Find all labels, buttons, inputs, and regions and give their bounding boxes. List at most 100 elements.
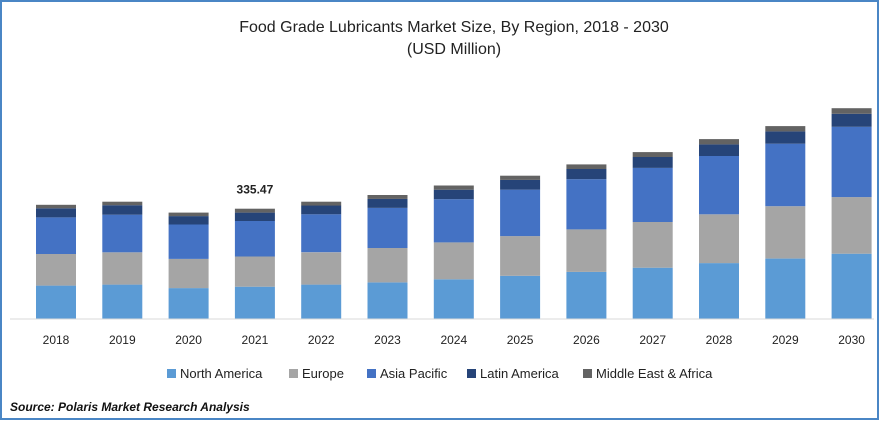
bar-segment-2022-middle-east-africa (301, 201, 342, 206)
bar-segment-2024-middle-east-africa (433, 185, 474, 190)
bar-segment-2030-europe (831, 197, 872, 254)
bar-segment-2028-latin-america (699, 144, 739, 156)
bar-segment-2022-asia-pacific (301, 214, 342, 253)
bar-segment-2023-middle-east-africa (367, 195, 408, 199)
bar-segment-2020-latin-america (168, 216, 209, 225)
bar-segment-2025-europe (500, 236, 541, 276)
legend-item-north-america: North America (167, 366, 263, 381)
bar-segment-2028-europe (699, 214, 739, 264)
bar-segment-2021-latin-america (234, 212, 275, 221)
x-tick-label-2024: 2024 (440, 333, 467, 347)
bar-segment-2022-latin-america (301, 205, 342, 215)
bar-segment-2027-north-america (632, 267, 673, 319)
legend-item-middle-east-africa: Middle East & Africa (583, 366, 713, 381)
bar-segment-2020-middle-east-africa (168, 212, 209, 217)
bar-segment-2020-europe (168, 258, 209, 289)
legend: North America Europe Asia Pacific Latin Ame… (167, 366, 713, 381)
legend-label: Europe (302, 366, 344, 381)
x-tick-label-2027: 2027 (639, 333, 666, 347)
data-labels: 335.47 (237, 183, 274, 197)
bar-segment-2024-asia-pacific (433, 199, 474, 243)
bar-segment-2018-europe (36, 254, 76, 286)
legend-item-asia-pacific: Asia Pacific (367, 366, 448, 381)
bar-segment-2018-asia-pacific (36, 217, 76, 254)
bar-segment-2028-asia-pacific (699, 156, 739, 215)
data-label-2021: 335.47 (237, 183, 274, 197)
bar-segment-2029-latin-america (765, 131, 806, 144)
bar-segment-2019-middle-east-africa (102, 201, 143, 206)
x-tick-label-2025: 2025 (507, 333, 534, 347)
bar-segment-2027-latin-america (632, 157, 673, 168)
bar-segment-2028-middle-east-africa (699, 139, 739, 145)
x-tick-label-2026: 2026 (573, 333, 600, 347)
legend-swatch (367, 369, 376, 378)
legend-swatch (289, 369, 298, 378)
chart-subtitle: (USD Million) (407, 41, 501, 58)
bar-segment-2029-asia-pacific (765, 143, 806, 207)
x-tick-label-2022: 2022 (308, 333, 335, 347)
bar-segment-2024-north-america (433, 279, 474, 319)
bars-group (36, 108, 872, 319)
bar-segment-2023-europe (367, 248, 408, 283)
bar-segment-2030-asia-pacific (831, 126, 872, 198)
bar-segment-2023-latin-america (367, 198, 408, 208)
bar-segment-2019-north-america (102, 284, 143, 319)
bar-segment-2018-middle-east-africa (36, 204, 76, 209)
legend-swatch (467, 369, 476, 378)
x-tick-label-2023: 2023 (374, 333, 401, 347)
bar-segment-2029-middle-east-africa (765, 126, 806, 132)
x-tick-labels: 2018 2019 2020 2021 2022 2023 2024 2025 2026 2027… (43, 333, 866, 347)
legend-label: North America (180, 366, 263, 381)
bar-segment-2024-europe (433, 242, 474, 280)
bar-segment-2026-north-america (566, 271, 607, 319)
bar-segment-2030-middle-east-africa (831, 108, 872, 114)
source-note: Source: Polaris Market Research Analysis (10, 400, 250, 414)
bar-segment-2022-europe (301, 252, 342, 285)
bar-segment-2019-asia-pacific (102, 214, 143, 253)
bar-segment-2027-middle-east-africa (632, 152, 673, 157)
bar-segment-2027-europe (632, 222, 673, 268)
bar-segment-2030-north-america (831, 253, 872, 319)
bar-segment-2022-north-america (301, 284, 342, 319)
bar-segment-2026-latin-america (566, 169, 607, 180)
bar-segment-2025-latin-america (500, 179, 541, 190)
legend-label: Asia Pacific (380, 366, 448, 381)
bar-segment-2025-north-america (500, 275, 541, 319)
bar-segment-2023-asia-pacific (367, 208, 408, 248)
bar-segment-2029-europe (765, 206, 806, 259)
bar-segment-2026-asia-pacific (566, 179, 607, 230)
x-tick-label-2019: 2019 (109, 333, 136, 347)
bar-segment-2018-north-america (36, 285, 76, 319)
legend-item-europe: Europe (289, 366, 344, 381)
bar-segment-2025-middle-east-africa (500, 175, 541, 180)
x-tick-label-2029: 2029 (772, 333, 799, 347)
bar-segment-2029-north-america (765, 258, 806, 319)
bar-segment-2030-latin-america (831, 113, 872, 127)
bar-segment-2027-asia-pacific (632, 167, 673, 222)
x-tick-label-2021: 2021 (242, 333, 269, 347)
bar-segment-2021-middle-east-africa (234, 208, 275, 213)
x-tick-label-2018: 2018 (43, 333, 70, 347)
bar-segment-2026-middle-east-africa (566, 164, 607, 169)
chart-title: Food Grade Lubricants Market Size, By Re… (239, 19, 669, 36)
legend-label: Latin America (480, 366, 560, 381)
x-tick-label-2028: 2028 (706, 333, 733, 347)
bar-segment-2020-asia-pacific (168, 224, 209, 259)
bar-segment-2021-north-america (234, 286, 275, 319)
bar-segment-2028-north-america (699, 263, 739, 319)
bar-segment-2019-europe (102, 252, 143, 285)
bar-segment-2026-europe (566, 229, 607, 272)
bar-segment-2023-north-america (367, 282, 408, 319)
x-tick-label-2030: 2030 (838, 333, 865, 347)
legend-label: Middle East & Africa (596, 366, 713, 381)
bar-segment-2019-latin-america (102, 205, 143, 215)
bar-segment-2018-latin-america (36, 208, 76, 218)
bar-segment-2020-north-america (168, 288, 209, 319)
bar-segment-2021-europe (234, 256, 275, 287)
bar-segment-2021-asia-pacific (234, 221, 275, 257)
legend-swatch (583, 369, 592, 378)
x-tick-label-2020: 2020 (175, 333, 202, 347)
legend-swatch (167, 369, 176, 378)
